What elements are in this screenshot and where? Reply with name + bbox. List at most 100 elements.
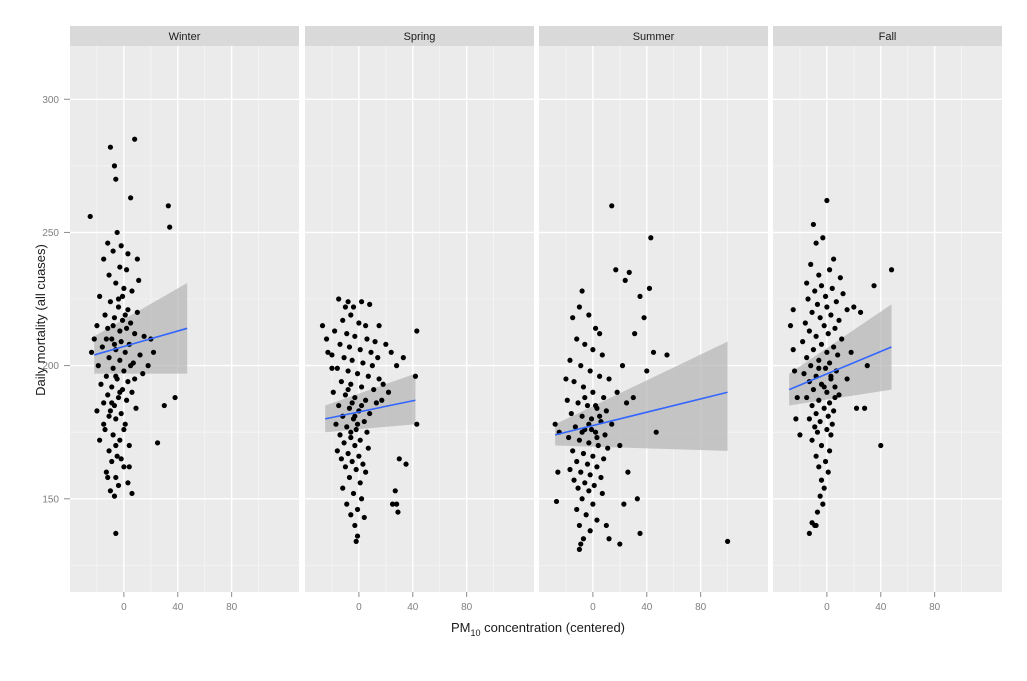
data-point (790, 347, 796, 353)
data-point (129, 389, 135, 395)
data-point (724, 538, 731, 544)
data-point (833, 299, 839, 305)
data-point (113, 416, 119, 422)
data-point (383, 341, 389, 347)
data-point (113, 176, 119, 182)
data-point (132, 331, 138, 337)
data-point (345, 299, 351, 305)
data-point (619, 363, 626, 369)
data-point (587, 528, 593, 534)
data-point (572, 424, 578, 430)
y-tick-label: 200 (42, 361, 59, 372)
data-point (851, 304, 857, 310)
data-point (586, 312, 592, 318)
data-point (119, 293, 126, 299)
data-point (117, 328, 123, 334)
data-point (818, 477, 825, 483)
data-point (118, 243, 124, 249)
data-point (105, 240, 111, 246)
data-point (352, 413, 358, 419)
data-point (107, 488, 114, 494)
data-point (106, 448, 112, 454)
data-point (826, 267, 833, 273)
data-point (128, 195, 134, 201)
data-point (571, 477, 577, 483)
data-point (825, 413, 831, 419)
data-point (805, 296, 811, 302)
data-point (817, 418, 823, 425)
data-point (828, 312, 834, 318)
data-point (106, 413, 112, 419)
data-point (342, 304, 349, 310)
data-point (334, 365, 340, 371)
data-point (597, 331, 603, 337)
data-point (857, 309, 864, 315)
data-point (336, 402, 342, 409)
data-point (653, 429, 659, 435)
data-point (576, 304, 583, 310)
data-point (337, 432, 343, 438)
data-point (348, 312, 354, 318)
x-tick-label: 80 (695, 602, 707, 613)
data-point (804, 394, 810, 401)
data-point (597, 413, 603, 419)
data-point (824, 426, 830, 433)
data-point (356, 453, 362, 459)
data-point (360, 461, 366, 467)
data-point (579, 429, 585, 435)
data-point (630, 394, 636, 401)
x-tick-label: 40 (172, 602, 184, 613)
data-point (412, 373, 419, 379)
facet-strip (773, 26, 1002, 46)
data-point (566, 434, 572, 441)
data-point (821, 405, 827, 411)
data-point (588, 416, 595, 422)
data-point (575, 485, 581, 491)
data-point (333, 421, 339, 427)
data-point (553, 498, 560, 505)
data-point (141, 333, 147, 339)
data-point (367, 410, 373, 417)
data-point (594, 434, 600, 441)
data-point (650, 349, 657, 355)
data-point (103, 469, 109, 475)
data-point (555, 469, 561, 475)
data-point (820, 235, 826, 241)
data-point (587, 472, 593, 478)
data-point (109, 336, 115, 342)
data-point (822, 293, 829, 299)
x-tick-label: 80 (461, 602, 473, 613)
data-point (345, 386, 351, 393)
data-point (118, 410, 124, 417)
data-point (609, 421, 615, 427)
data-point (567, 466, 573, 473)
data-point (591, 482, 597, 489)
data-point (87, 213, 93, 220)
data-point (818, 283, 825, 289)
data-point (804, 280, 810, 286)
data-point (110, 248, 116, 254)
panel-spring: Spring 0 40 80 (305, 26, 534, 613)
data-point (804, 355, 810, 361)
data-point (110, 323, 116, 329)
data-point (812, 424, 818, 430)
data-point (813, 240, 819, 246)
data-point (599, 490, 605, 497)
data-point (113, 373, 119, 379)
x-tick-label: 0 (121, 602, 127, 613)
data-point (325, 349, 331, 355)
data-point (829, 285, 835, 291)
y-tick-label: 300 (42, 95, 59, 106)
data-point (836, 392, 842, 398)
data-point (354, 421, 361, 427)
data-point (571, 378, 577, 385)
data-point (103, 373, 109, 379)
data-point (341, 355, 347, 361)
data-point (365, 445, 371, 451)
confidence-ribbon (325, 373, 416, 433)
data-point (801, 371, 807, 377)
regression-line (94, 327, 188, 356)
data-point (353, 538, 359, 544)
facet-strip (305, 26, 534, 46)
data-point (826, 448, 833, 454)
